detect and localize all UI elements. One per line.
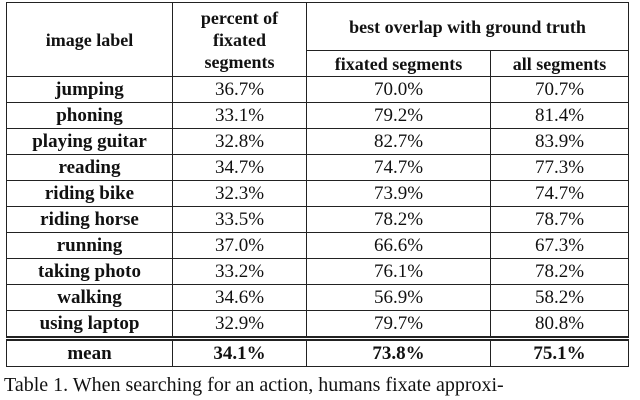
value-cell: 79.7% bbox=[306, 310, 491, 339]
value-cell: 76.1% bbox=[306, 258, 491, 285]
row-label: mean bbox=[6, 336, 173, 367]
value-cell: 77.3% bbox=[489, 154, 630, 181]
table-row: riding horse 33.5% 78.2% 78.7% bbox=[6, 206, 630, 233]
mean-row: mean 34.1% 73.8% 75.1% bbox=[6, 336, 630, 367]
table-row: jumping 36.7% 70.0% 70.7% bbox=[6, 76, 630, 103]
row-label: reading bbox=[6, 154, 173, 181]
subheader-cell: all segments bbox=[489, 50, 630, 77]
table-row: playing guitar 32.8% 82.7% 83.9% bbox=[6, 128, 630, 155]
value-cell: 66.6% bbox=[306, 232, 491, 259]
value-cell: 70.7% bbox=[489, 76, 630, 103]
table-body: jumping 36.7% 70.0% 70.7% phoning 33.1% 79.2% 8… bbox=[6, 76, 630, 367]
row-label: playing guitar bbox=[6, 128, 173, 155]
value-cell: 34.6% bbox=[172, 284, 307, 311]
value-cell: 56.9% bbox=[306, 284, 491, 311]
table-row: riding bike 32.3% 73.9% 74.7% bbox=[6, 180, 630, 207]
value-cell: 58.2% bbox=[489, 284, 630, 311]
table-row: phoning 33.1% 79.2% 81.4% bbox=[6, 102, 630, 129]
value-cell: 73.9% bbox=[306, 180, 491, 207]
value-cell: 67.3% bbox=[489, 232, 630, 259]
value-cell: 36.7% bbox=[172, 76, 307, 103]
value-cell: 80.8% bbox=[489, 310, 630, 339]
value-cell: 74.7% bbox=[306, 154, 491, 181]
row-label: running bbox=[6, 232, 173, 259]
row-label: phoning bbox=[6, 102, 173, 129]
value-cell: 34.7% bbox=[172, 154, 307, 181]
row-label: walking bbox=[6, 284, 173, 311]
table-row: taking photo 33.2% 76.1% 78.2% bbox=[6, 258, 630, 285]
value-cell: 32.3% bbox=[172, 180, 307, 207]
table-row: using laptop 32.9% 79.7% 80.8% bbox=[6, 310, 630, 339]
row-label: jumping bbox=[6, 76, 173, 103]
value-cell: 75.1% bbox=[489, 336, 630, 367]
value-cell: 70.0% bbox=[306, 76, 491, 103]
value-cell: 32.9% bbox=[172, 310, 307, 339]
value-cell: 73.8% bbox=[306, 336, 491, 367]
header-cell: best overlap with ground truth bbox=[305, 2, 630, 51]
row-label: riding horse bbox=[6, 206, 173, 233]
value-cell: 32.8% bbox=[172, 128, 307, 155]
value-cell: 81.4% bbox=[489, 102, 630, 129]
value-cell: 78.2% bbox=[489, 258, 630, 285]
header-cell: percent of fixated segments bbox=[172, 2, 307, 77]
caption: Table 1. When searching for an action, h… bbox=[4, 374, 504, 396]
table-row: walking 34.6% 56.9% 58.2% bbox=[6, 284, 630, 311]
value-cell: 33.2% bbox=[172, 258, 307, 285]
value-cell: 74.7% bbox=[489, 180, 630, 207]
table-row: running 37.0% 66.6% 67.3% bbox=[6, 232, 630, 259]
row-label: riding bike bbox=[6, 180, 173, 207]
header-cell: image label bbox=[6, 2, 173, 77]
row-label: taking photo bbox=[6, 258, 173, 285]
value-cell: 79.2% bbox=[306, 102, 491, 129]
value-cell: 37.0% bbox=[172, 232, 307, 259]
subheader-cell: fixated segments bbox=[306, 50, 491, 77]
value-cell: 33.5% bbox=[172, 206, 307, 233]
value-cell: 78.2% bbox=[306, 206, 491, 233]
value-cell: 78.7% bbox=[489, 206, 630, 233]
value-cell: 82.7% bbox=[306, 128, 491, 155]
row-label: using laptop bbox=[6, 310, 173, 339]
value-cell: 34.1% bbox=[172, 336, 307, 367]
value-cell: 83.9% bbox=[489, 128, 630, 155]
results-table: image label percent of fixated segments … bbox=[6, 2, 630, 367]
value-cell: 33.1% bbox=[172, 102, 307, 129]
table-row: reading 34.7% 74.7% 77.3% bbox=[6, 154, 630, 181]
